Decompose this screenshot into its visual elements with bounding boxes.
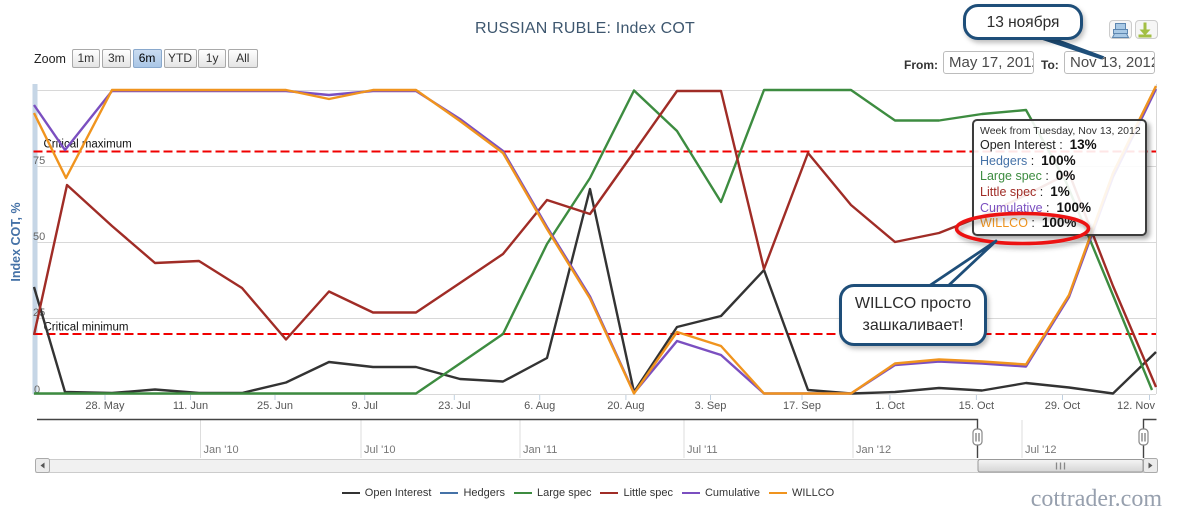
- svg-text:6. Aug: 6. Aug: [524, 400, 555, 412]
- svg-text:3. Sep: 3. Sep: [695, 400, 727, 412]
- svg-text:Jan '12: Jan '12: [856, 444, 891, 456]
- svg-text:25. Jun: 25. Jun: [257, 400, 293, 412]
- svg-text:Jul '11: Jul '11: [687, 444, 718, 456]
- svg-text:9. Jul: 9. Jul: [352, 400, 378, 412]
- svg-text:Index COT, %: Index COT, %: [9, 202, 23, 281]
- svg-text:17. Sep: 17. Sep: [783, 400, 821, 412]
- svg-text:12. Nov: 12. Nov: [1117, 400, 1155, 412]
- svg-text:1. Oct: 1. Oct: [875, 400, 904, 412]
- svg-text:11. Jun: 11. Jun: [173, 400, 208, 412]
- svg-text:28. May: 28. May: [85, 400, 125, 412]
- svg-text:23. Jul: 23. Jul: [438, 400, 470, 412]
- svg-text:0: 0: [34, 384, 40, 396]
- svg-text:29. Oct: 29. Oct: [1045, 400, 1080, 412]
- svg-text:75: 75: [33, 155, 45, 167]
- svg-text:50: 50: [33, 231, 45, 243]
- svg-text:Jan '10: Jan '10: [204, 444, 239, 456]
- svg-text:20. Aug: 20. Aug: [607, 400, 644, 412]
- svg-text:Critical minimum: Critical minimum: [44, 322, 129, 334]
- svg-text:Jul '10: Jul '10: [364, 444, 395, 456]
- svg-text:15. Oct: 15. Oct: [959, 400, 994, 412]
- svg-text:Jul '12: Jul '12: [1025, 444, 1056, 456]
- svg-text:Jan '11: Jan '11: [523, 444, 557, 456]
- svg-text:Critical maximum: Critical maximum: [44, 139, 132, 151]
